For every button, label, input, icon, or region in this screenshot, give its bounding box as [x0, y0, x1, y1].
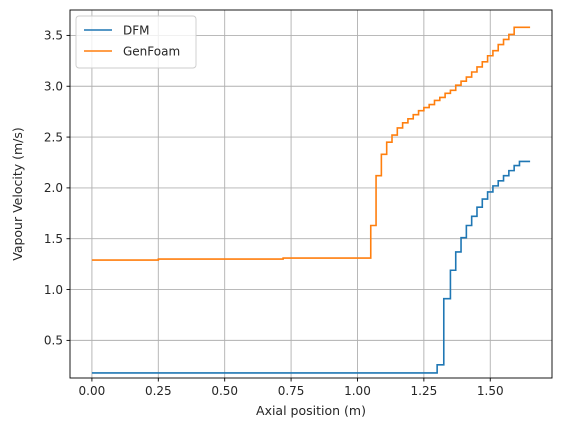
y-tick-label: 0.5	[44, 334, 63, 348]
y-tick-label: 3.0	[44, 80, 63, 94]
x-tick-label: 0.75	[278, 384, 305, 398]
series-line-genfoam	[91, 26, 531, 261]
y-tick-label: 1.5	[44, 232, 63, 246]
legend-label-dfm: DFM	[123, 23, 150, 37]
x-tick-label: 0.25	[145, 384, 172, 398]
y-tick-label: 3.5	[44, 29, 63, 43]
x-tick-label: 0.00	[79, 384, 106, 398]
y-tick-label: 2.0	[44, 181, 63, 195]
legend-label-genfoam: GenFoam	[123, 44, 180, 58]
x-tick-label: 0.50	[211, 384, 238, 398]
legend-box	[75, 15, 197, 69]
y-tick-label: 1.0	[44, 283, 63, 297]
x-tick-label: 1.25	[411, 384, 438, 398]
ticks: 0.00 0.25 0.50 0.75 1.00 1.25 1.50 0.5 1.0 1.5 2.0…	[44, 29, 504, 398]
series-layer	[91, 26, 531, 374]
series-line-dfm	[91, 160, 531, 374]
x-tick-label: 1.00	[344, 384, 371, 398]
plot-frame	[69, 9, 553, 379]
x-axis-title: Axial position (m)	[256, 403, 366, 418]
grid	[70, 10, 552, 378]
x-tick-label: 1.50	[477, 384, 504, 398]
y-tick-label: 2.5	[44, 130, 63, 144]
legend: DFM GenFoam	[75, 15, 197, 69]
y-axis-title: Vapour Velocity (m/s)	[10, 127, 25, 261]
